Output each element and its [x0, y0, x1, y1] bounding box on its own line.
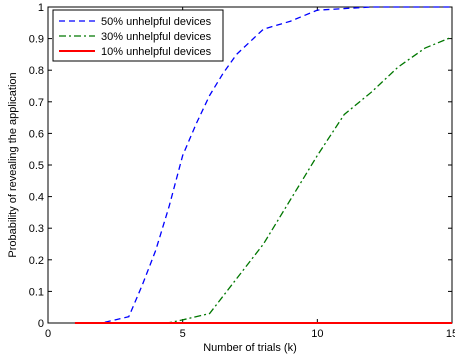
y-tick-label: 0 [38, 318, 44, 330]
x-tick-label: 0 [45, 328, 51, 340]
y-tick-label: 0.5 [29, 160, 44, 172]
y-tick-label: 0.3 [29, 223, 44, 235]
x-axis-label: Number of trials (k) [203, 342, 297, 354]
y-tick-label: 0.2 [29, 255, 44, 267]
series-line-1 [74, 6, 452, 324]
y-tick-label: 0.9 [29, 34, 44, 46]
x-tick-label: 10 [311, 328, 323, 340]
y-tick-label: 0.6 [29, 128, 44, 140]
legend-label-1: 50% unhelpful devices [101, 16, 212, 28]
legend-box [52, 9, 224, 62]
x-tick-label: 5 [180, 328, 186, 340]
legend-label-3: 10% unhelpful devices [101, 46, 212, 58]
legend: 50% unhelpful devices 30% unhelpful devic… [52, 9, 224, 62]
y-tick-label: 1 [38, 2, 44, 14]
y-tick-label: 0.7 [29, 97, 44, 109]
legend-label-2: 30% unhelpful devices [101, 31, 212, 43]
x-tick-label: 15 [446, 328, 455, 340]
ticks-layer: 0 5 10 15 0 0.1 0.2 0.3 0.4 0.5 0.6 0.7 0.8 0.9 1 [29, 2, 455, 340]
y-axis-label: Probability of revealing the application [7, 72, 19, 257]
y-tick-label: 0.8 [29, 65, 44, 77]
series-layer [74, 6, 453, 324]
y-tick-label: 0.4 [29, 192, 44, 204]
y-tick-label: 0.1 [29, 286, 44, 298]
